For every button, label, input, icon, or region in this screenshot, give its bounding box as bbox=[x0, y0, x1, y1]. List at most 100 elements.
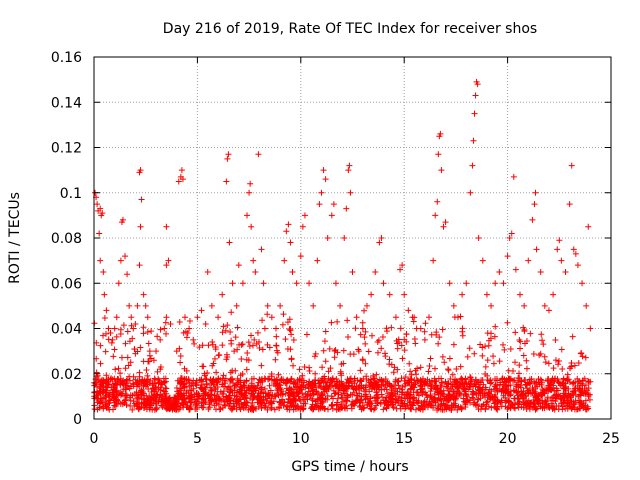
noise-point bbox=[220, 372, 227, 379]
noise-point bbox=[93, 373, 100, 380]
noise-point bbox=[479, 352, 486, 359]
noise-point bbox=[562, 399, 569, 406]
noise-point bbox=[387, 399, 394, 406]
noise-point bbox=[425, 368, 432, 375]
noise-point bbox=[199, 378, 206, 385]
noise-point bbox=[535, 376, 542, 383]
noise-point bbox=[492, 323, 499, 330]
noise-point bbox=[569, 333, 576, 340]
noise-point bbox=[196, 376, 203, 383]
y-tick-label: 0.02 bbox=[51, 367, 82, 383]
noise-point bbox=[382, 350, 389, 357]
noise-point bbox=[176, 319, 183, 326]
noise-point bbox=[357, 377, 364, 384]
noise-point bbox=[586, 396, 593, 403]
noise-point bbox=[181, 392, 188, 399]
noise-point bbox=[102, 348, 109, 355]
x-tick-labels: 0 5 10 15 20 25 bbox=[90, 431, 620, 447]
noise-point bbox=[361, 334, 368, 341]
data-point bbox=[115, 280, 122, 287]
noise-point bbox=[541, 353, 548, 360]
noise-point bbox=[522, 400, 529, 407]
noise-point bbox=[582, 397, 589, 404]
noise-point bbox=[258, 384, 265, 391]
noise-point bbox=[357, 331, 364, 338]
noise-point bbox=[236, 396, 243, 403]
noise-point bbox=[459, 325, 466, 332]
noise-point bbox=[533, 405, 540, 412]
noise-point bbox=[364, 395, 371, 402]
noise-point bbox=[177, 359, 184, 366]
noise-point bbox=[312, 380, 319, 387]
data-point bbox=[252, 268, 259, 275]
noise-point bbox=[394, 366, 401, 373]
noise-point bbox=[223, 356, 230, 363]
noise-point bbox=[234, 346, 241, 353]
data-point bbox=[440, 223, 447, 230]
noise-point bbox=[485, 403, 492, 410]
noise-point bbox=[396, 393, 403, 400]
noise-point bbox=[170, 401, 177, 408]
noise-point bbox=[126, 394, 133, 401]
noise-point bbox=[122, 397, 129, 404]
noise-point bbox=[282, 336, 289, 343]
y-tick-label: 0.16 bbox=[51, 50, 82, 66]
noise-point bbox=[532, 388, 539, 395]
data-point bbox=[399, 262, 406, 269]
noise-point bbox=[240, 401, 247, 408]
noise-point bbox=[207, 397, 214, 404]
noise-point bbox=[457, 363, 464, 370]
noise-point bbox=[273, 333, 280, 340]
data-point bbox=[488, 302, 495, 309]
noise-point bbox=[458, 405, 465, 412]
noise-point bbox=[176, 345, 183, 352]
data-point bbox=[163, 262, 170, 269]
noise-point bbox=[366, 388, 373, 395]
noise-point bbox=[239, 371, 246, 378]
noise-point bbox=[523, 337, 530, 344]
data-point bbox=[332, 280, 339, 287]
noise-point bbox=[216, 351, 223, 358]
noise-point bbox=[445, 367, 452, 374]
noise-point bbox=[408, 375, 415, 382]
noise-point bbox=[192, 406, 199, 413]
noise-point bbox=[321, 338, 328, 345]
noise-point bbox=[431, 378, 438, 385]
noise-point bbox=[319, 404, 326, 411]
noise-point bbox=[407, 368, 414, 375]
data-point bbox=[492, 280, 499, 287]
noise-point bbox=[195, 392, 202, 399]
noise-point bbox=[485, 342, 492, 349]
noise-point bbox=[459, 332, 466, 339]
noise-point bbox=[137, 344, 144, 351]
data-point bbox=[346, 162, 353, 169]
noise-point bbox=[257, 379, 264, 386]
noise-point bbox=[233, 400, 240, 407]
noise-point bbox=[207, 384, 214, 391]
noise-point bbox=[173, 403, 180, 410]
noise-point bbox=[530, 396, 537, 403]
noise-point bbox=[539, 397, 546, 404]
noise-point bbox=[91, 389, 98, 396]
noise-point bbox=[411, 394, 418, 401]
noise-point bbox=[238, 356, 245, 363]
noise-point bbox=[331, 390, 338, 397]
noise-point bbox=[296, 366, 303, 373]
noise-point bbox=[394, 388, 401, 395]
noise-point bbox=[231, 382, 238, 389]
noise-point bbox=[264, 395, 271, 402]
data-point bbox=[316, 201, 323, 208]
noise-point bbox=[110, 353, 117, 360]
data-point bbox=[343, 205, 350, 212]
noise-point bbox=[159, 403, 166, 410]
noise-point bbox=[290, 336, 297, 343]
data-point bbox=[285, 221, 292, 228]
noise-point bbox=[122, 379, 129, 386]
noise-point bbox=[268, 373, 275, 380]
noise-point bbox=[448, 406, 455, 413]
data-point bbox=[132, 320, 139, 327]
noise-point bbox=[455, 403, 462, 410]
noise-point bbox=[199, 385, 206, 392]
noise-point bbox=[438, 382, 445, 389]
data-point bbox=[467, 189, 474, 196]
